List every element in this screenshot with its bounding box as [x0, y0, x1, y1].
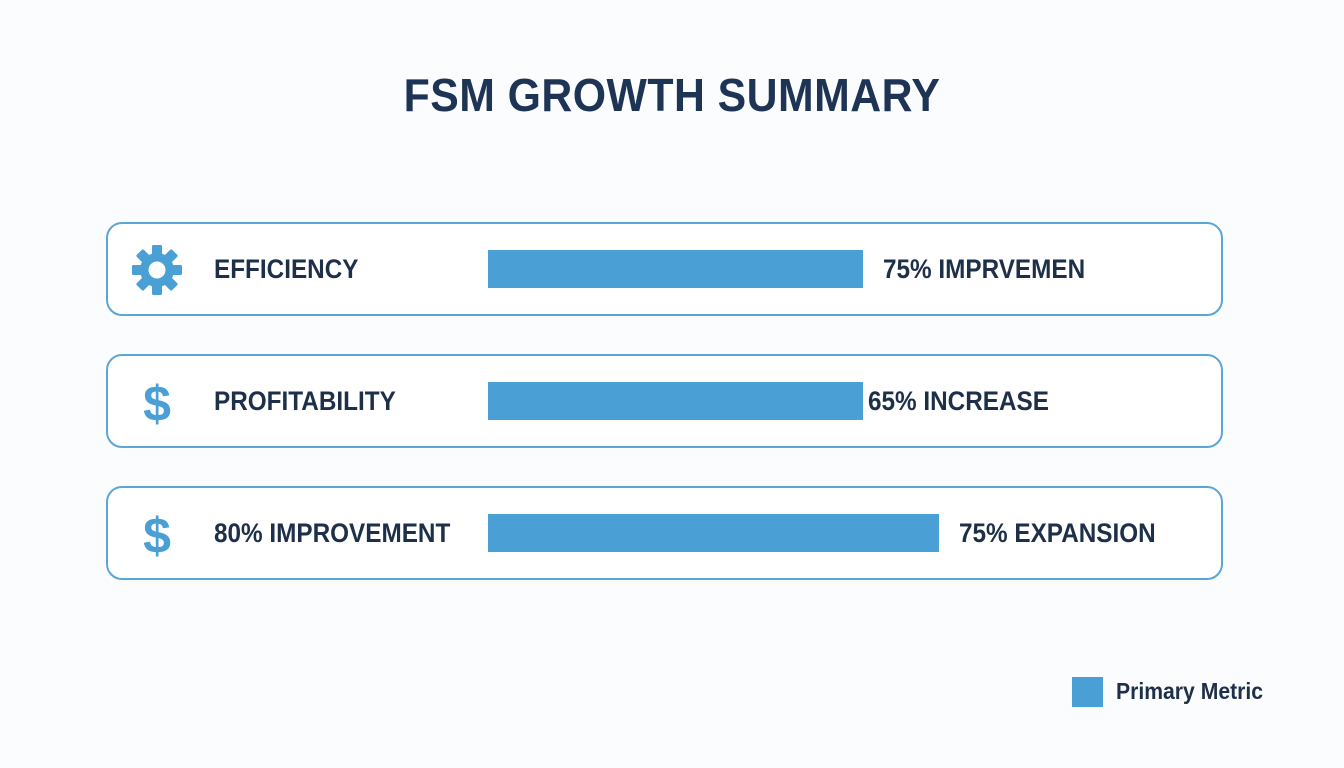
svg-text:$: $ — [143, 376, 171, 429]
metric-label: PROFITABILITY — [214, 386, 396, 416]
metric-label: EFFICIENCY — [214, 254, 359, 284]
metric-bar — [488, 514, 939, 552]
metric-value-label: 65% INCREASE — [868, 386, 1049, 416]
legend-label: Primary Metric — [1116, 678, 1264, 704]
metric-card: EFFICIENCY 75% IMPRVEMEN — [106, 222, 1223, 316]
metric-value-label: 75% EXPANSION — [959, 518, 1156, 548]
chart-title: FSM GROWTH SUMMARY — [403, 69, 941, 121]
svg-text:$: $ — [143, 508, 171, 561]
metric-card: $ PROFITABILITY 65% INCREASE — [106, 354, 1223, 448]
metric-label: 80% IMPROVEMENT — [214, 518, 451, 548]
metric-bar — [488, 250, 863, 288]
metric-card: $ 80% IMPROVEMENT 75% EXPANSION — [106, 486, 1223, 580]
metric-bar — [488, 382, 863, 420]
dollar-icon: $ — [130, 507, 184, 564]
dollar-icon: $ — [130, 375, 184, 432]
metric-value-label: 75% IMPRVEMEN — [883, 254, 1086, 284]
legend-swatch — [1072, 677, 1103, 707]
gear-icon — [130, 243, 184, 297]
